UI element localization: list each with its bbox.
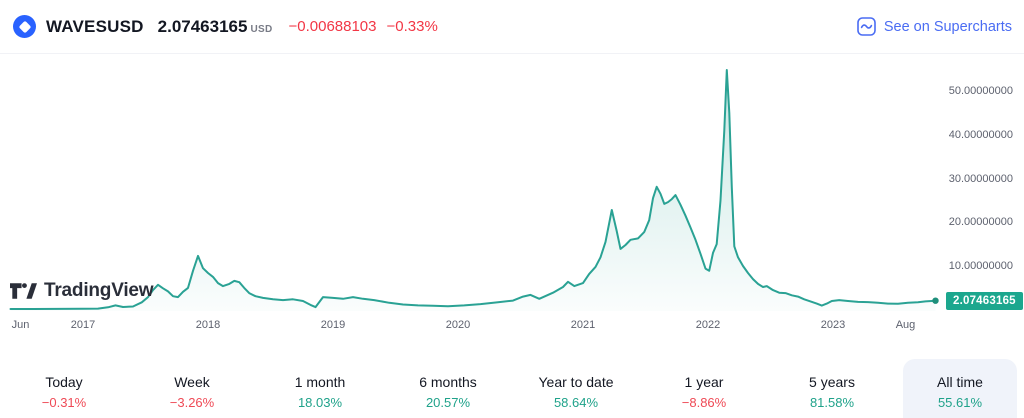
period-change: 20.57% (425, 395, 471, 410)
period-all-time[interactable]: All time 55.61% (896, 359, 1024, 418)
y-axis-label: 20.00000000 (948, 216, 1013, 229)
period-change: 18.03% (297, 395, 343, 410)
period-label: Week (174, 374, 210, 390)
change-percent: −0.33% (386, 18, 438, 35)
x-axis-label: Aug (895, 319, 916, 331)
chart-line (9, 69, 937, 310)
period-1-year[interactable]: 1 year −8.86% (640, 362, 768, 418)
last-price-badge: 2.07463165 (946, 292, 1023, 310)
period-today[interactable]: Today −0.31% (0, 362, 128, 418)
period-change: 55.61% (937, 395, 983, 410)
x-axis-label: 2018 (195, 319, 221, 331)
period-change: −3.26% (169, 395, 215, 410)
tradingview-watermark: TradingView (10, 280, 154, 302)
last-price-dot (932, 297, 939, 304)
area-chart-canvas (9, 69, 939, 311)
period-5-years[interactable]: 5 years 81.58% (768, 362, 896, 418)
x-axis-label: Jun (11, 319, 30, 331)
period-label: All time (937, 374, 983, 390)
currency-label: USD (250, 23, 273, 35)
watermark-text: TradingView (44, 280, 154, 301)
supercharts-label: See on Supercharts (883, 18, 1012, 35)
x-axis-label: 2019 (320, 319, 346, 331)
waves-logo-icon (13, 15, 36, 38)
x-axis-label: 2020 (445, 319, 471, 331)
supercharts-link[interactable]: See on Supercharts (857, 17, 1012, 36)
y-axis-label: 50.00000000 (948, 85, 1013, 97)
waves-diamond-glyph (18, 20, 31, 33)
x-axis-label: 2017 (70, 319, 96, 331)
selected-period-background (903, 359, 1017, 418)
period-change: −0.31% (41, 395, 87, 410)
symbol-name: WAVESUSD (46, 16, 144, 36)
y-axis-label: 30.00000000 (948, 172, 1013, 185)
x-axis-label: 2021 (570, 319, 596, 331)
period-1-month[interactable]: 1 month 18.03% (256, 362, 384, 418)
period-label: 5 years (809, 374, 855, 390)
supercharts-wave-icon (857, 17, 876, 36)
period-week[interactable]: Week −3.26% (128, 362, 256, 418)
period-6-months[interactable]: 6 months 20.57% (384, 362, 512, 418)
period-year-to-date[interactable]: Year to date 58.64% (512, 362, 640, 418)
period-selector-row: Today −0.31% Week −3.26% 1 month 18.03% 6 mont… (0, 359, 1024, 418)
period-label: 6 months (419, 374, 477, 390)
period-label: Today (45, 374, 83, 390)
period-change: 81.58% (809, 395, 855, 410)
y-axis-label: 10.00000000 (948, 260, 1013, 272)
price-chart[interactable]: 50.00000000 40.00000000 30.00000000 20.0000… (0, 55, 1024, 345)
period-change: −8.86% (681, 395, 727, 410)
price-change: −0.00688103 −0.33% (288, 18, 437, 35)
period-label: 1 month (294, 374, 346, 390)
period-change: 58.64% (553, 395, 599, 410)
y-axis-label: 40.00000000 (948, 128, 1013, 141)
last-price: 2.07463165 (157, 16, 248, 36)
x-axis-label: 2023 (820, 319, 846, 331)
tradingview-logo-icon (10, 283, 37, 299)
period-label: Year to date (538, 374, 614, 390)
period-label: 1 year (684, 374, 724, 390)
change-absolute: −0.00688103 (288, 18, 377, 35)
header: WAVESUSD 2.07463165 USD −0.00688103 −0.3… (0, 0, 1024, 54)
chart-area-fill (10, 70, 936, 311)
x-axis-label: 2022 (695, 319, 721, 331)
